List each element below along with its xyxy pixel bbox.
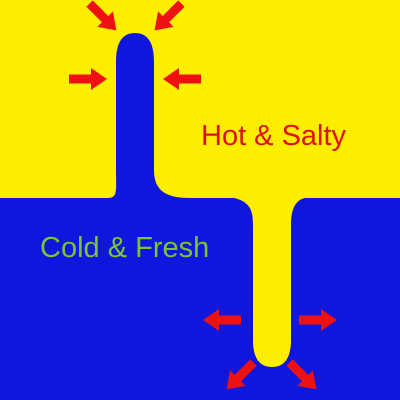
hot-salty-finger: [225, 196, 400, 367]
arrow-lower-finger-left-icon: [203, 309, 241, 331]
cold-fresh-label: Cold & Fresh: [40, 232, 210, 264]
arrow-upper-finger-left-icon: [69, 68, 107, 90]
cold-fresh-layer: [0, 33, 400, 400]
arrow-upper-finger-right-icon: [163, 68, 201, 90]
hot-salty-label: Hot & Salty: [201, 120, 347, 152]
arrow-upper-finger-top-left-icon: [86, 0, 117, 31]
arrow-lower-finger-bottom-right-icon: [286, 359, 317, 390]
arrow-upper-finger-top-right-icon: [154, 0, 185, 31]
arrow-lower-finger-bottom-left-icon: [226, 359, 257, 390]
arrow-lower-finger-right-icon: [299, 309, 337, 331]
arrow-layer: [69, 0, 337, 390]
